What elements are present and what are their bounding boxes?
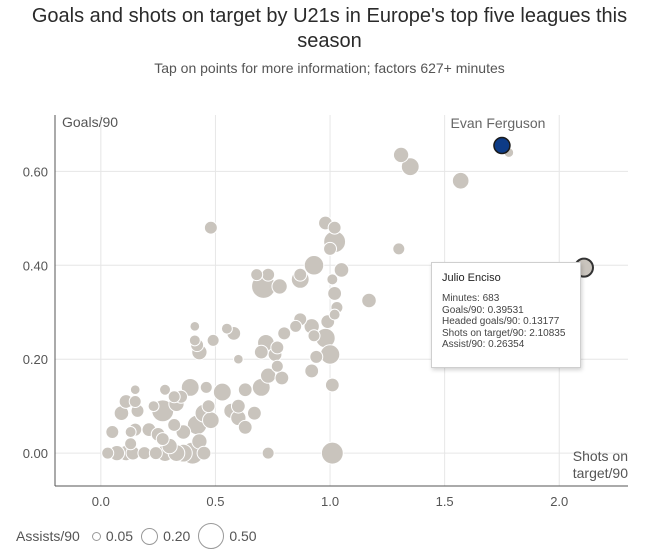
scatter-point[interactable] (101, 446, 115, 460)
tooltip-shots-on-target: Shots on target/90: 2.10835 (442, 327, 566, 339)
scatter-point[interactable] (250, 268, 264, 282)
x-tick-label: 1.0 (321, 494, 339, 509)
scatter-point[interactable] (333, 262, 350, 278)
scatter-point[interactable] (324, 377, 340, 393)
scatter-point[interactable] (148, 446, 163, 461)
scatter-point[interactable] (237, 419, 253, 435)
tooltip-headed-goals: Headed goals/90: 0.13177 (442, 316, 560, 327)
scatter-point[interactable] (261, 267, 276, 282)
scatter-point[interactable] (128, 394, 142, 408)
tooltip-player-name: Julio Enciso (442, 272, 501, 284)
scatter-point[interactable] (196, 445, 212, 461)
scatter-point[interactable] (271, 278, 288, 295)
scatter-point[interactable] (129, 384, 141, 396)
scatter-point[interactable] (247, 405, 262, 421)
scatter-point[interactable] (155, 432, 170, 447)
legend-circle-medium (141, 527, 159, 545)
legend-label-medium: 0.20 (163, 528, 191, 544)
scatter-point[interactable] (230, 398, 246, 414)
scatter-point[interactable] (303, 255, 325, 276)
scatter-point[interactable] (233, 353, 244, 365)
y-tick-label: 0.00 (23, 446, 48, 461)
y-tick-label: 0.40 (23, 258, 48, 273)
data-points (101, 146, 515, 465)
scatter-point[interactable] (203, 220, 218, 235)
scatter-point[interactable] (327, 220, 342, 235)
scatter-point[interactable] (167, 390, 181, 404)
scatter-point[interactable] (188, 334, 201, 347)
scatter-point[interactable] (220, 322, 233, 335)
scatter-point[interactable] (274, 370, 290, 386)
scatter-point[interactable] (289, 319, 303, 333)
scatter-point[interactable] (124, 426, 137, 438)
x-tick-label: 0.5 (206, 494, 224, 509)
tooltip-goals: Goals/90: 0.39531 (442, 304, 524, 316)
tick-labels: 0.00 0.20 0.40 0.60 0.0 0.5 1.0 1.5 2.0 (23, 164, 569, 509)
scatter-point[interactable] (328, 308, 341, 321)
size-legend: Assists/90 0.05 0.20 0.50 (16, 523, 265, 549)
highlighted-points (493, 136, 594, 278)
scatter-point[interactable] (326, 273, 339, 286)
scatter-point[interactable] (124, 437, 138, 451)
scatter-point[interactable] (201, 399, 216, 414)
player-tooltip: Julio Enciso Minutes: 683 Goals/90: 0.39… (431, 262, 581, 368)
scatter-point[interactable] (189, 321, 201, 332)
scatter-point[interactable] (309, 349, 324, 364)
scatter-point[interactable] (105, 425, 120, 439)
legend-item-medium: 0.20 (141, 527, 191, 545)
point-evan-ferguson[interactable] (493, 136, 511, 155)
scatter-point[interactable] (319, 344, 341, 365)
scatter-point[interactable] (237, 382, 253, 398)
annotation-evan-ferguson: Evan Ferguson (451, 115, 546, 131)
scatter-point[interactable] (270, 359, 284, 373)
legend-item-large: 0.50 (198, 523, 257, 549)
x-tick-label: 1.5 (436, 494, 454, 509)
tooltip-assists: Assist/90: 0.26354 (442, 339, 525, 350)
legend-label-small: 0.05 (105, 528, 134, 544)
scatter-point[interactable] (304, 363, 320, 379)
scatter-point[interactable] (206, 333, 220, 347)
chart-title: Goals and shots on target by U21s in Eur… (31, 5, 628, 52)
scatter-point[interactable] (159, 383, 171, 396)
scatter-point[interactable] (323, 241, 338, 256)
scatter-point[interactable] (147, 400, 160, 413)
scatter-point[interactable] (261, 446, 275, 460)
y-axis-label: Goals/90 (62, 114, 118, 130)
legend-label-large: 0.50 (229, 528, 257, 544)
tooltip-minutes: Minutes: 683 (442, 293, 500, 304)
legend-circle-large (198, 523, 225, 549)
scatter-point[interactable] (199, 380, 213, 394)
y-tick-label: 0.20 (23, 352, 48, 367)
scatter-point[interactable] (320, 441, 344, 465)
scatter-point[interactable] (202, 411, 220, 430)
legend-circle-small (91, 531, 101, 541)
scatter-point[interactable] (293, 267, 308, 282)
scatter-point[interactable] (277, 326, 292, 341)
scatter-point[interactable] (167, 417, 182, 432)
y-tick-label: 0.60 (23, 164, 48, 179)
x-tick-label: 0.0 (92, 494, 110, 509)
scatter-point[interactable] (392, 242, 406, 256)
scatter-point[interactable] (212, 382, 232, 402)
x-axis-label-line2: target/90 (573, 465, 628, 481)
scatter-point[interactable] (270, 340, 285, 355)
legend-title: Assists/90 (16, 528, 80, 544)
scatter-point[interactable] (327, 286, 343, 301)
scatter-point[interactable] (307, 329, 321, 343)
scatter-point[interactable] (451, 171, 470, 190)
axes (54, 115, 628, 487)
x-axis-label-line1: Shots on (573, 448, 628, 464)
chart-subtitle: Tap on points for more information; fact… (154, 60, 505, 76)
scatter-point[interactable] (253, 344, 269, 360)
scatter-point[interactable] (392, 146, 410, 164)
scatter-point[interactable] (400, 157, 420, 177)
x-tick-label: 2.0 (550, 494, 568, 509)
scatter-point[interactable] (361, 292, 377, 309)
legend-item-small: 0.05 (91, 528, 134, 544)
